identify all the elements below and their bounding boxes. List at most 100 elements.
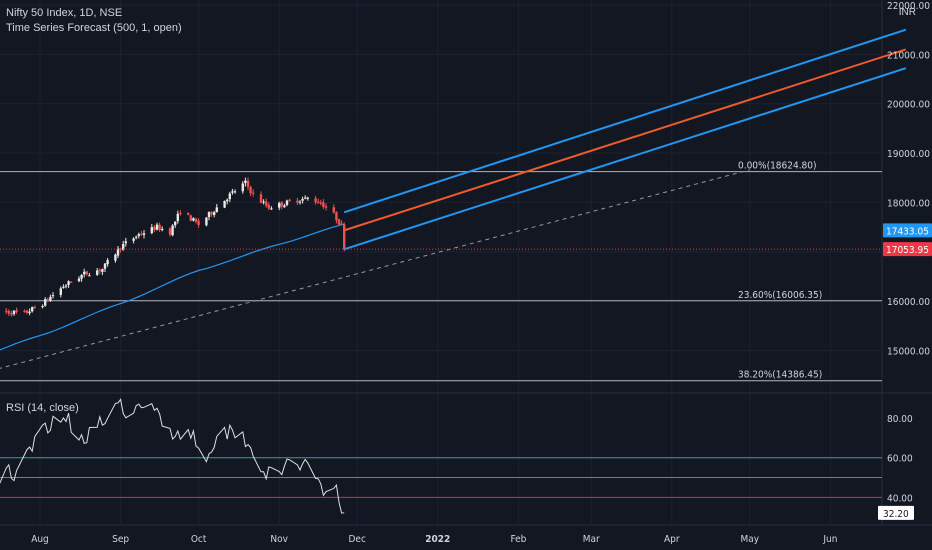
x-tick-label: Nov (270, 534, 288, 545)
candle-down (179, 212, 182, 214)
x-tick-label: 2022 (425, 534, 450, 545)
candle-up (161, 229, 164, 231)
candle-down (210, 212, 213, 215)
candle-up (49, 296, 52, 301)
candle-up (83, 271, 86, 275)
candle-up (62, 286, 65, 288)
candle-up (262, 201, 265, 203)
rsi-y-tick-label: 40.00 (887, 493, 913, 504)
candle-up (44, 299, 47, 306)
ma-line (0, 223, 345, 351)
axes: 15000.0016000.0017000.0018000.0019000.00… (31, 1, 930, 545)
candle-up (77, 278, 81, 282)
y-tick-label: 20000.00 (887, 100, 930, 111)
candle-up (41, 305, 44, 307)
candle-up (176, 213, 179, 222)
y-tick-label: 19000.00 (887, 149, 930, 160)
candle-up (223, 200, 226, 208)
fib-label: 38.20%(14386.45) (738, 370, 822, 381)
rsi-legend[interactable]: RSI (14, close) (6, 402, 79, 414)
candle-up (241, 183, 244, 192)
candle-down (332, 207, 335, 213)
candle-up (96, 270, 99, 275)
price-badge-forecast (883, 223, 932, 238)
fib-levels: 0.00%(18624.80) 23.60%(16006.35) 38.20%(14… (0, 161, 882, 382)
candle-down (343, 224, 346, 250)
candle-down (314, 198, 317, 203)
candle-up (80, 274, 83, 279)
x-tick-label: Oct (191, 534, 207, 545)
grid (0, 0, 932, 526)
forecast-channel (0, 28, 907, 251)
candle-up (244, 180, 247, 184)
rsi-line (0, 398, 345, 514)
rsi-y-tick-label: 60.00 (887, 454, 913, 465)
candle-down (319, 202, 322, 204)
candle-down (7, 311, 10, 314)
candle-up (116, 248, 120, 256)
fib-label: 23.60%(16006.35) (738, 290, 822, 301)
x-tick-label: Aug (31, 534, 49, 545)
candle-up (298, 201, 302, 203)
candle-up (226, 199, 229, 202)
y-tick-label: 16000.00 (887, 297, 930, 308)
candle-up (270, 208, 273, 210)
trendline-dashed (0, 169, 750, 369)
candle-up (28, 311, 31, 314)
candle-down (15, 310, 18, 312)
x-tick-label: Feb (510, 534, 526, 545)
candle-up (101, 269, 104, 272)
candle-up (114, 254, 117, 261)
candle-up (150, 227, 153, 234)
candle-down (252, 192, 255, 194)
price-badge-label: 17433.05 (886, 226, 929, 237)
candle-up (192, 218, 195, 221)
candle-up (174, 221, 177, 226)
candle-down (340, 223, 343, 225)
candle-down (194, 218, 198, 222)
candle-up (171, 225, 174, 236)
candle-down (5, 310, 8, 312)
candle-up (213, 212, 216, 215)
candle-down (158, 224, 161, 230)
rsi-value-badge (878, 505, 914, 520)
indicator-legend[interactable]: Time Series Forecast (500, 1, open) (6, 22, 182, 34)
candle-up (135, 236, 138, 238)
candle-up (233, 191, 237, 193)
y-tick-label: 21000.00 (887, 50, 930, 61)
candle-down (25, 310, 29, 313)
fib-label: 0.00%(18624.80) (738, 161, 817, 172)
candle-up (64, 285, 68, 287)
candle-up (205, 217, 208, 226)
currency-label[interactable]: INR (898, 7, 916, 18)
candle-down (85, 271, 88, 275)
candle-down (187, 212, 190, 215)
candle-up (306, 197, 309, 199)
x-tick-label: May (740, 534, 759, 545)
candle-up (155, 224, 159, 230)
candle-down (10, 313, 13, 315)
candle-up (215, 207, 218, 212)
candle-down (265, 201, 268, 206)
x-tick-label: Apr (664, 534, 680, 545)
x-tick-label: Sep (112, 534, 129, 545)
y-tick-label: 22000.00 (887, 1, 930, 12)
candle-down (296, 200, 299, 203)
symbol-legend[interactable]: Nifty 50 Index, 1D, NSE (6, 7, 123, 19)
candle-down (23, 310, 26, 312)
candle-up (285, 200, 289, 206)
candle-down (324, 206, 328, 208)
candle-up (12, 310, 16, 314)
candle-up (231, 191, 234, 193)
forecast-mid (343, 48, 907, 232)
candle-up (278, 203, 281, 208)
candle-down (259, 194, 263, 203)
price-badges: 17433.05 17053.95 32.20 (878, 223, 932, 520)
candle-up (132, 238, 135, 241)
candle-up (228, 193, 231, 200)
candle-down (70, 281, 73, 283)
candle-up (124, 241, 127, 244)
candle-down (33, 307, 36, 309)
candle-down (335, 212, 338, 221)
